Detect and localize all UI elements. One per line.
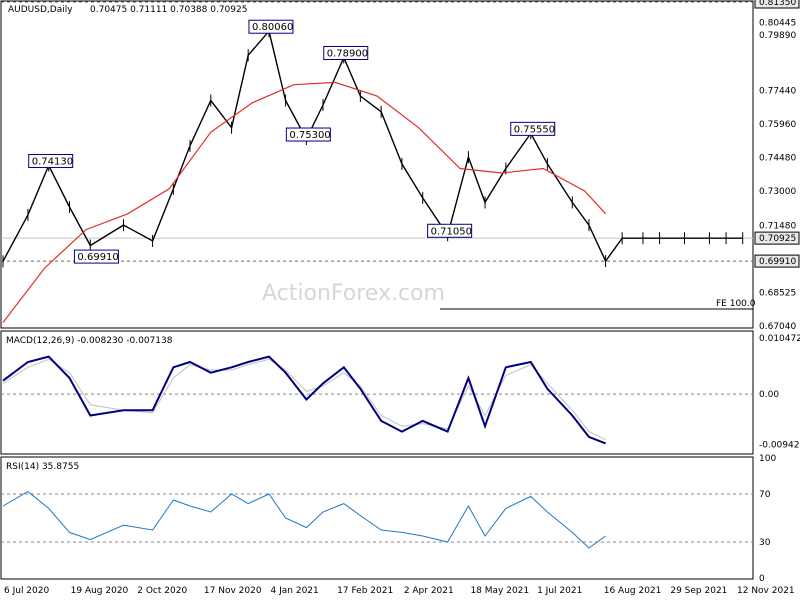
macd-panel [0,330,754,455]
x-axis-label: 2 Oct 2020 [137,586,187,596]
price-title: AUDUSD,Daily [8,5,73,15]
macd-layer [1,355,753,445]
price-label-box [28,154,74,169]
price-label-box [248,19,294,34]
price-label: 0.74130 [32,157,73,168]
signal-line [2,358,606,441]
price-tick-label: 0.80445 [759,18,796,28]
x-axis-label: 18 May 2021 [470,586,529,596]
price-tick-label: 0.77440 [759,87,796,97]
x-axis-label: 19 Aug 2020 [71,586,129,596]
price-panel [0,0,754,329]
price-tick-label: 0.69910 [759,257,796,267]
rsi-title: RSI(14) 35.8755 [6,462,79,472]
macd-tick-label: 0.010472 [759,334,800,344]
price-label: 0.75550 [514,124,555,135]
price-tick-label: 0.73000 [759,187,796,197]
price-label: 0.69910 [77,252,118,263]
price-tick-box [754,254,800,268]
price-tick-label: 0.67040 [759,322,796,332]
price-tick-label: 0.81350 [759,0,796,8]
price-tick-label: 0.74480 [759,154,796,164]
rsi-line [2,490,606,549]
price-label-box [427,223,473,238]
x-axis-label: 1 Jul 2021 [537,586,582,596]
x-axis-label: 12 Nov 2021 [737,586,795,596]
macd-title: MACD(12,26,9) -0.008230 -0.007138 [6,336,173,346]
x-axis-label: 16 Aug 2021 [604,586,662,596]
price-tick-box [754,231,800,245]
price-label: 0.71050 [431,226,472,237]
rsi-tick-label: 30 [759,538,771,548]
price-label: 0.80060 [252,22,293,33]
sma-line [2,81,607,323]
rsi-tick-label: 100 [759,454,776,464]
price-tick-label: 0.70925 [759,234,796,244]
price-label-box [510,121,556,136]
price-label-box [323,45,369,60]
macd-tick-label: 0.00 [759,390,779,400]
x-axis-label: 29 Sep 2021 [670,586,727,596]
price-ohlc-header: 0.70475 0.71111 0.70388 0.70925 [90,5,247,15]
price-label-box [285,127,331,142]
price-label-box [73,249,119,264]
price-tick-label: 0.75960 [759,120,796,130]
macd-tick-label: -0.009426 [759,441,800,451]
price-label: 0.78900 [327,48,368,59]
rsi-tick-label: 0 [759,574,765,584]
rsi-panel [0,456,754,580]
price-tick-label: 0.68525 [759,288,796,298]
watermark: ActionForex.com [262,281,445,306]
x-axis-label: 2 Apr 2021 [404,586,454,596]
price-label: 0.75300 [289,130,330,141]
axis-layer: 0.81350 0.80445 0.79890 0.77440 0.75960 0.744… [4,0,800,596]
x-axis-label: 6 Jul 2020 [4,586,49,596]
rsi-layer [1,490,753,549]
price-tick-box [754,0,800,9]
x-axis-label: 17 Feb 2021 [337,586,393,596]
x-axis-label: 17 Nov 2020 [204,586,262,596]
price-layer: 0.80060 0.78900 0.74130 0.75300 0.75550 0.710… [1,1,756,323]
price-tick-label: 0.71480 [759,222,796,232]
macd-line [2,355,606,445]
rsi-tick-label: 70 [759,490,771,500]
fe-annotation: FE 100.0 [716,299,756,309]
x-axis-label: 4 Jan 2021 [271,586,319,596]
price-tick-label: 0.79890 [759,31,796,41]
